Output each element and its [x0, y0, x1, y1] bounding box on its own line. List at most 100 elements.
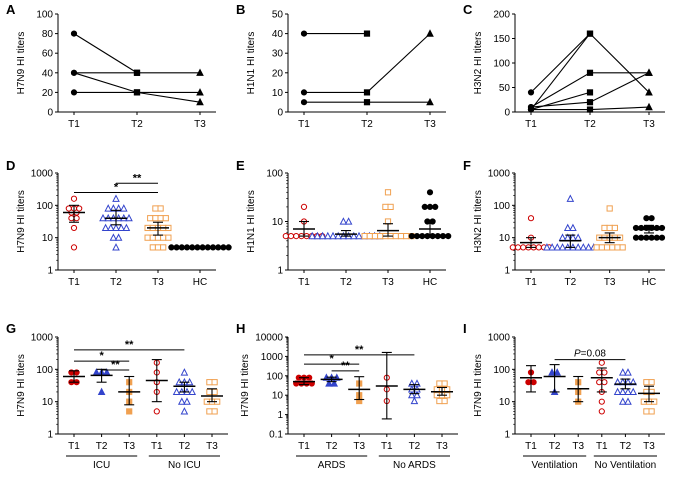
data-point [436, 380, 443, 387]
data-point [569, 223, 577, 232]
data-point [410, 396, 419, 405]
y-axis-label: H1N1 HI titers [246, 190, 257, 253]
x-tick-label: T1 [525, 277, 537, 288]
data-point [144, 234, 151, 241]
x-tick-label: T2 [409, 441, 421, 452]
data-point [206, 388, 213, 396]
data-point [618, 368, 627, 376]
data-point [196, 97, 204, 106]
data-point [596, 379, 603, 386]
x-tick-label: T3 [123, 441, 135, 452]
data-point [436, 397, 443, 405]
y-tick-label: 30 [272, 49, 284, 60]
panel-g: G 1 10 100 1000 H7N9 HI titers T1 T2 T3 T1 T2 T3 ICU… [6, 321, 228, 471]
x-tick-label: T3 [353, 441, 365, 452]
data-point [106, 223, 115, 232]
y-tick-label: 80 [42, 29, 54, 40]
panel-letter: F [463, 158, 471, 173]
data-point [165, 234, 172, 241]
group-bracket-label: ICU [93, 460, 110, 471]
data-point [147, 215, 154, 222]
y-tick-label: 0.1 [269, 430, 283, 441]
x-tick-label: T3 [604, 277, 616, 288]
data-point [206, 379, 213, 386]
y-tick-label: 1 [504, 430, 510, 441]
series-line [73, 72, 201, 103]
y-tick-label: 10 [499, 233, 511, 244]
panel-letter: G [6, 321, 16, 336]
x-tick-label: HC [423, 277, 437, 288]
significance-label: P=0.08 [574, 349, 606, 360]
data-point [613, 387, 622, 396]
data-point [122, 223, 131, 232]
y-tick-label: 10 [499, 397, 511, 408]
data-point [441, 380, 448, 387]
group-bracket-label: Ventilation [532, 460, 578, 471]
data-point [112, 194, 120, 202]
data-point [183, 244, 191, 251]
data-point [173, 244, 180, 251]
y-tick-label: 100 [266, 169, 283, 180]
y-tick-label: 0 [277, 108, 283, 119]
data-point [598, 359, 605, 366]
data-point [403, 232, 410, 240]
data-point [363, 99, 371, 106]
data-point [563, 223, 572, 232]
data-point [209, 244, 217, 251]
data-point [112, 243, 120, 251]
x-tick-label: T2 [96, 441, 108, 452]
data-point [584, 243, 593, 251]
panel-h: H 0.1 1 10 100 1000 10000 H7N9 HI titers T1 T2 T3 T… [236, 321, 458, 471]
y-axis-label: H7N9 HI titers [473, 354, 484, 417]
data-point [509, 244, 516, 251]
data-point [614, 244, 621, 251]
data-point [206, 408, 213, 415]
data-point [152, 215, 159, 222]
p-symbol: P [574, 349, 581, 360]
data-point [178, 244, 185, 251]
y-tick-label: 100 [493, 365, 510, 376]
data-point [168, 244, 175, 251]
y-axis-label: H3N2 HI titers [473, 190, 484, 253]
y-tick-label: 20 [272, 68, 284, 79]
data-point [287, 232, 295, 240]
panel-letter: B [236, 2, 245, 17]
data-point [586, 89, 594, 96]
panel-letter: C [463, 2, 473, 17]
data-point [596, 369, 603, 376]
x-tick-label: T3 [436, 441, 448, 452]
data-point [421, 203, 428, 211]
data-point [153, 408, 160, 415]
series-line [73, 33, 138, 74]
x-tick-label: T2 [179, 441, 191, 452]
data-point [643, 408, 650, 415]
data-point [133, 69, 141, 76]
data-point [407, 390, 416, 399]
y-axis-label: H7N9 HI titers [16, 32, 27, 95]
data-point [211, 379, 218, 386]
panel-f: F 1 10 100 1000 H3N2 HI titers T1 T2 T3 HC [463, 158, 666, 288]
data-point [586, 30, 594, 37]
y-tick-label: 40 [42, 68, 54, 79]
data-point [609, 244, 616, 251]
data-point [658, 224, 666, 232]
panel-b: B 0 10 20 30 40 50 H1N1 HI titers T1 T2 T3 [236, 2, 446, 130]
data-point [586, 99, 594, 106]
data-point [313, 231, 322, 240]
y-tick-label: 100 [36, 365, 53, 376]
y-axis-label: H7N9 HI titers [240, 354, 251, 417]
y-tick-label: 10 [272, 88, 284, 99]
data-point [180, 407, 189, 415]
data-point [598, 408, 605, 415]
data-point [638, 234, 645, 241]
data-point [363, 30, 371, 37]
significance-label: * [114, 181, 119, 193]
data-point [68, 215, 75, 222]
data-point [535, 244, 542, 251]
data-point [645, 88, 653, 96]
data-point [300, 30, 308, 37]
data-point [548, 243, 556, 251]
data-point [293, 232, 300, 240]
data-point [99, 213, 107, 222]
